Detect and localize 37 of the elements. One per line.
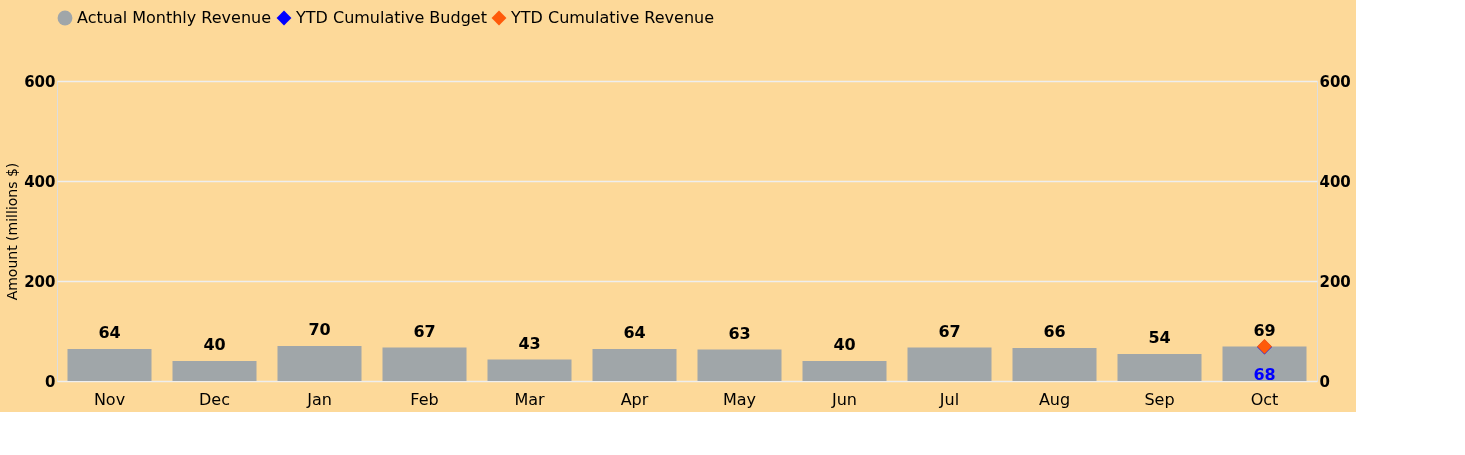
- y-axis-title: Amount (millions $): [4, 162, 21, 301]
- x-tick-label: Sep: [1144, 389, 1175, 409]
- y-tick-label: 400: [24, 172, 56, 191]
- y2-tick-label: 200: [1319, 272, 1351, 291]
- data-label: 40: [203, 335, 226, 354]
- data-label: 69: [1253, 320, 1276, 340]
- x-tick-label: Jan: [306, 389, 332, 409]
- data-label: 63: [728, 323, 751, 343]
- data-label: 64: [98, 323, 121, 342]
- data-label: 66: [1043, 322, 1066, 341]
- y2-tick-label: 0: [1319, 372, 1330, 391]
- data-label: 43: [518, 333, 541, 353]
- y2-tick-label: 400: [1319, 172, 1351, 191]
- x-tick-label: Oct: [1250, 389, 1279, 409]
- y2-tick-label: 600: [1319, 72, 1351, 91]
- x-tick-label: Dec: [199, 389, 230, 409]
- y-tick-label: 600: [24, 72, 56, 91]
- x-tick-label: Nov: [93, 389, 126, 409]
- x-tick-label: Jun: [831, 389, 857, 409]
- data-label: 67: [938, 321, 961, 341]
- x-tick-label: Apr: [620, 389, 649, 409]
- data-label: 40: [833, 335, 856, 354]
- y-tick-label: 200: [24, 272, 56, 291]
- data-label: 67: [413, 321, 436, 341]
- y-tick-label: 0: [45, 372, 56, 391]
- data-label: 70: [308, 320, 331, 339]
- data-label: 68: [1253, 365, 1276, 384]
- x-tick-label: Aug: [1038, 389, 1071, 409]
- x-tick-label: Feb: [410, 389, 439, 409]
- data-label: 64: [623, 323, 646, 342]
- legend-label: Actual Monthly Revenue: [77, 8, 272, 27]
- x-tick-label: May: [722, 389, 757, 409]
- legend-label: YTD Cumulative Budget: [295, 8, 487, 27]
- x-tick-label: Jul: [938, 389, 960, 409]
- data-label: 54: [1148, 328, 1171, 347]
- legend-label: YTD Cumulative Revenue: [510, 8, 715, 27]
- x-tick-label: Mar: [514, 389, 546, 409]
